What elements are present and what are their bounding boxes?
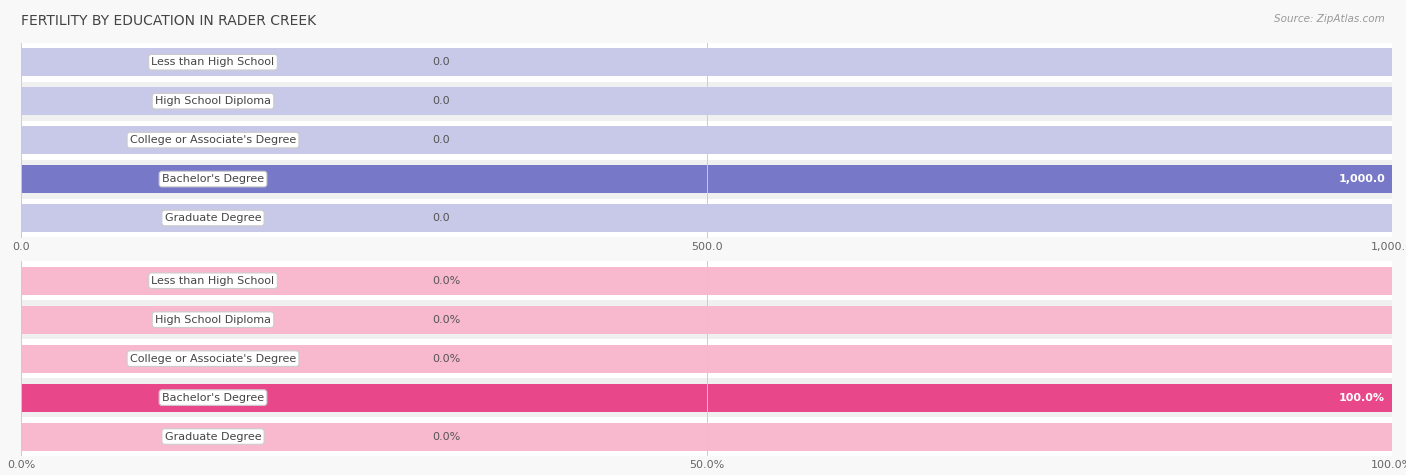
Text: FERTILITY BY EDUCATION IN RADER CREEK: FERTILITY BY EDUCATION IN RADER CREEK xyxy=(21,14,316,28)
Bar xyxy=(21,126,1392,154)
Bar xyxy=(21,121,1392,160)
Bar xyxy=(21,87,1392,115)
Text: High School Diploma: High School Diploma xyxy=(155,96,271,106)
Text: Bachelor's Degree: Bachelor's Degree xyxy=(162,392,264,403)
Bar xyxy=(21,417,1392,456)
Text: 0.0: 0.0 xyxy=(433,57,450,67)
Text: Bachelor's Degree: Bachelor's Degree xyxy=(162,174,264,184)
Text: 0.0%: 0.0% xyxy=(433,353,461,364)
Text: 0.0%: 0.0% xyxy=(433,431,461,442)
Bar xyxy=(21,199,1392,238)
Bar xyxy=(21,378,1392,417)
Bar xyxy=(21,344,1392,373)
Text: College or Associate's Degree: College or Associate's Degree xyxy=(129,353,297,364)
Bar xyxy=(21,261,1392,300)
Bar xyxy=(21,300,1392,339)
Bar xyxy=(21,305,1392,334)
Text: Graduate Degree: Graduate Degree xyxy=(165,213,262,223)
Bar xyxy=(21,165,1392,193)
Text: 0.0: 0.0 xyxy=(433,135,450,145)
Text: Less than High School: Less than High School xyxy=(152,57,274,67)
Text: High School Diploma: High School Diploma xyxy=(155,314,271,325)
Bar xyxy=(21,160,1392,199)
Bar xyxy=(21,266,1392,295)
Bar xyxy=(21,339,1392,378)
Bar xyxy=(21,383,1392,412)
Bar xyxy=(21,48,1392,76)
Bar xyxy=(21,82,1392,121)
Text: 0.0%: 0.0% xyxy=(433,314,461,325)
Text: Graduate Degree: Graduate Degree xyxy=(165,431,262,442)
Text: 0.0%: 0.0% xyxy=(433,276,461,286)
Bar xyxy=(21,43,1392,82)
Text: 1,000.0: 1,000.0 xyxy=(1339,174,1385,184)
Text: Source: ZipAtlas.com: Source: ZipAtlas.com xyxy=(1274,14,1385,24)
Text: College or Associate's Degree: College or Associate's Degree xyxy=(129,135,297,145)
Text: 0.0: 0.0 xyxy=(433,96,450,106)
Text: 100.0%: 100.0% xyxy=(1339,392,1385,403)
Text: Less than High School: Less than High School xyxy=(152,276,274,286)
Bar xyxy=(21,204,1392,232)
Bar xyxy=(21,422,1392,451)
Text: 0.0: 0.0 xyxy=(433,213,450,223)
